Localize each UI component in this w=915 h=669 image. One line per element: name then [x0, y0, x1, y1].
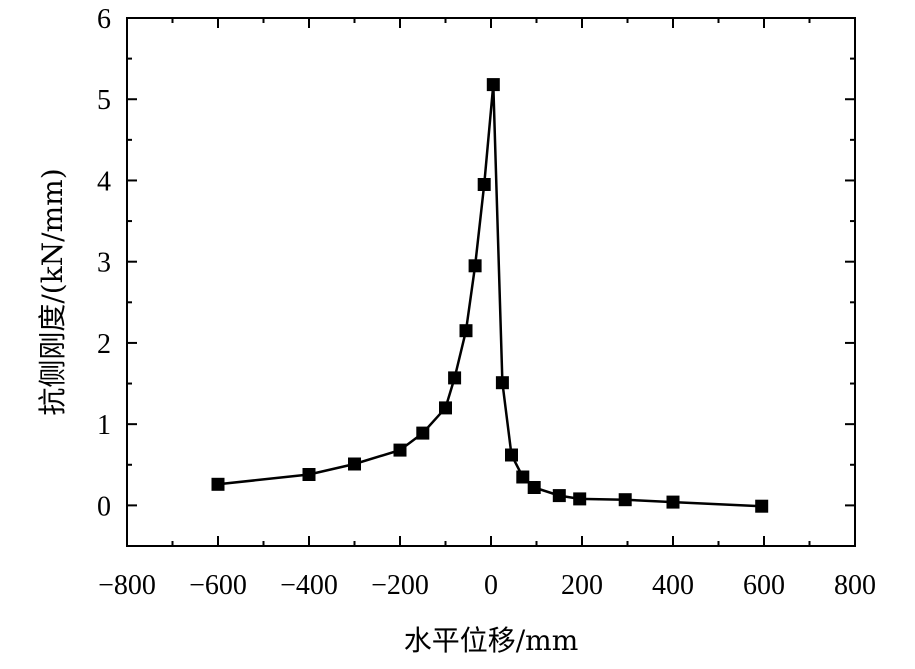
- series-line: [217, 84, 762, 508]
- data-point-marker: [552, 489, 566, 503]
- data-point-marker: [348, 457, 361, 471]
- data-point-marker: [302, 468, 316, 481]
- x-tick-label: −200: [371, 570, 429, 601]
- x-tick-label: 800: [834, 570, 876, 601]
- x-tick-label: 200: [561, 570, 603, 601]
- y-axis-tick-labels: 0 1 2 3 4 5 6: [97, 4, 111, 522]
- data-point-marker: [468, 259, 482, 273]
- x-tick-label: 0: [484, 570, 498, 601]
- x-tick-label: 400: [652, 570, 694, 601]
- data-point-marker: [416, 426, 430, 440]
- x-tick-label: −400: [280, 570, 338, 601]
- x-tick-label: −800: [98, 570, 156, 601]
- y-tick-label: 2: [97, 329, 111, 360]
- data-point-marker: [516, 470, 530, 484]
- y-tick-label: 4: [97, 166, 111, 197]
- data-point-marker: [393, 443, 407, 457]
- y-tick-label: 0: [97, 491, 111, 522]
- data-point-marker: [459, 324, 473, 338]
- y-axis-title: 抗侧刚度/(kN/mm): [36, 168, 69, 415]
- data-point-marker: [618, 493, 632, 507]
- y-tick-label: 1: [97, 410, 111, 441]
- y-tick-label: 6: [97, 4, 111, 35]
- data-series: [211, 78, 769, 513]
- y-tick-label: 5: [97, 85, 111, 116]
- y-tick-label: 3: [97, 248, 111, 279]
- x-tick-label: −600: [189, 570, 247, 601]
- x-axis-tick-labels: −800 −600 −400 −200 0 200 400 600 800: [98, 570, 876, 601]
- axis-ticks: [126, 17, 856, 546]
- data-point-marker: [527, 481, 541, 494]
- data-point-marker: [495, 376, 509, 390]
- data-point-marker: [439, 401, 452, 415]
- data-point-marker: [505, 448, 518, 462]
- x-tick-label: 600: [743, 570, 785, 601]
- data-point-marker: [486, 78, 500, 92]
- data-point-marker: [477, 178, 491, 191]
- x-axis-title: 水平位移/mm: [404, 624, 579, 657]
- data-point-marker: [211, 477, 225, 491]
- data-point-marker: [448, 371, 462, 385]
- data-point-marker: [755, 499, 769, 513]
- data-point-marker: [573, 492, 587, 506]
- data-point-marker: [666, 495, 680, 509]
